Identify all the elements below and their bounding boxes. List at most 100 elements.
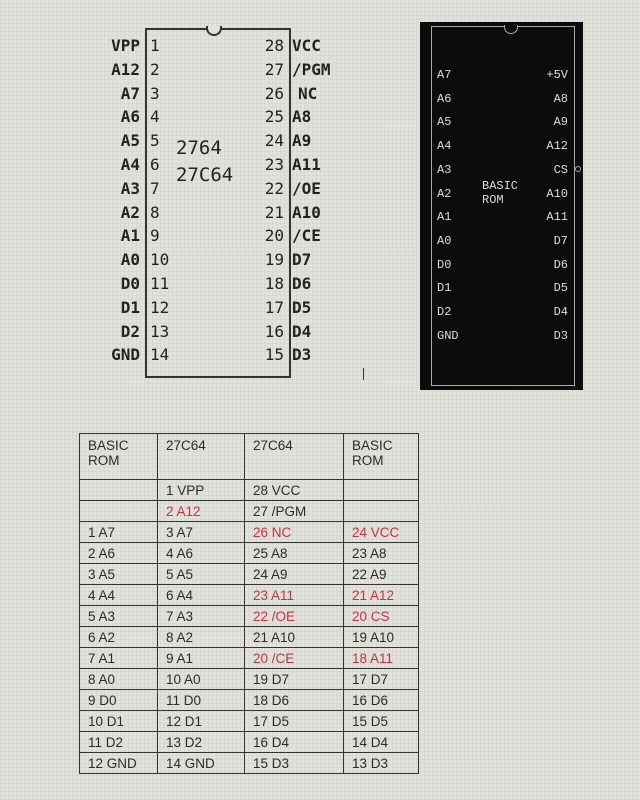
table-cell: 24 A9 — [244, 563, 344, 585]
table-row: 11 D2 13 D2 16 D4 14 D4 — [79, 731, 419, 753]
table-cell: 19 D7 — [244, 668, 344, 690]
pin-number: 20 — [264, 226, 284, 246]
table-cell: 3 A7 — [157, 521, 245, 543]
table-cell: 4 A4 — [79, 584, 158, 606]
pin-label: D7 — [553, 233, 568, 248]
pin-label: /PGM — [292, 59, 331, 79]
chip-notch — [206, 26, 222, 36]
pin-label: A8 — [553, 91, 568, 106]
table-cell: 24 VCC — [343, 521, 419, 543]
table-cell — [79, 479, 158, 501]
table-row: 3 A5 5 A5 24 A9 22 A9 — [79, 563, 419, 585]
pin-label: D5 — [553, 281, 568, 296]
pin-label: A8 — [292, 107, 312, 127]
table-cell: 12 GND — [79, 752, 158, 774]
pin-label: D6 — [553, 257, 568, 272]
table-cell: 28 VCC — [244, 479, 344, 501]
pin-label: A5 — [437, 115, 452, 130]
table-cell: 4 A6 — [157, 542, 245, 564]
table-cell: 10 D1 — [79, 710, 158, 732]
pin-label: GND — [437, 328, 459, 343]
pin-label: NC — [298, 83, 318, 103]
table-cell: 22 A9 — [343, 563, 419, 585]
table-cell: 16 D4 — [244, 731, 344, 753]
table-cell: 27 /PGM — [244, 500, 344, 522]
table-cell: 15 D5 — [343, 710, 419, 732]
pin-label: D2 — [437, 305, 452, 319]
table-cell: 23 A11 — [244, 584, 344, 606]
pin-label: A6 — [437, 91, 452, 106]
table-cell: 2 A6 — [79, 542, 158, 564]
pin-number: 16 — [264, 321, 284, 341]
pin-number: 11 — [150, 274, 170, 293]
text-cursor — [363, 368, 364, 380]
pin-number: 2 — [150, 59, 160, 79]
table-cell: 21 A12 — [343, 584, 419, 606]
table-cell: 16 D6 — [343, 689, 419, 711]
chip-name-line2: ROM — [482, 193, 504, 207]
pin-label: D7 — [292, 250, 312, 270]
table-cell: 12 D1 — [157, 710, 245, 732]
table-cell: 14 D4 — [343, 731, 419, 753]
pin-label: D0 — [437, 257, 452, 272]
chip-notch — [504, 25, 518, 34]
table-cell: 1 A7 — [79, 521, 158, 543]
table-cell: 20 CS — [343, 605, 419, 627]
table-cell: 10 A0 — [157, 668, 245, 690]
pin-label: A4 — [120, 155, 140, 174]
pin-label: D6 — [292, 274, 312, 293]
table-cell: 9 D0 — [79, 689, 158, 711]
pin-label: CS — [553, 162, 568, 177]
pin-number: 18 — [264, 274, 284, 293]
table-row: 7 A1 9 A1 20 /CE 18 A11 — [79, 647, 419, 669]
table-cell: 9 A1 — [157, 647, 245, 669]
table-cell: 13 D3 — [343, 752, 419, 774]
pin-number: 17 — [264, 297, 284, 317]
chip-name: BASIC ROM — [482, 179, 518, 207]
pin-number: 7 — [150, 178, 160, 198]
table-row: 2 A6 4 A6 25 A8 23 A8 — [79, 542, 419, 564]
chip-name-line1: BASIC — [482, 179, 519, 193]
pin-label: /CE — [292, 226, 321, 246]
table-row: 6 A2 8 A2 21 A10 19 A10 — [79, 626, 419, 648]
pin-label: VPP — [111, 36, 140, 55]
table-cell: 11 D2 — [79, 731, 158, 753]
pin-label: D1 — [437, 281, 452, 296]
pin-label: A7 — [120, 83, 140, 103]
pin-number: 6 — [150, 155, 160, 174]
pin-label: A1 — [437, 210, 452, 225]
header-line2: ROM — [352, 453, 384, 468]
pin-label: A1 — [120, 226, 140, 246]
table-row: 12 GND 14 GND 15 D3 13 D3 — [79, 752, 419, 774]
pin-label: A11 — [546, 210, 568, 225]
pin-label: A3 — [120, 178, 140, 198]
table-row: 1 A7 3 A7 26 NC 24 VCC — [79, 521, 419, 543]
table-cell: 8 A2 — [157, 626, 245, 648]
chip-name-2764: 2764 — [176, 137, 222, 159]
table-header-cell: BASIC ROM — [343, 433, 419, 480]
table-cell: 7 A3 — [157, 605, 245, 627]
table-row: 1 VPP 28 VCC — [79, 479, 419, 501]
header-line2: ROM — [88, 453, 120, 468]
table-row: 9 D0 11 D0 18 D6 16 D6 — [79, 689, 419, 711]
pin-label: A6 — [120, 107, 140, 127]
table-cell: 18 A11 — [343, 647, 419, 669]
table-cell: 25 A8 — [244, 542, 344, 564]
pin-number: 14 — [150, 345, 170, 365]
table-header-cell: 27C64 — [244, 433, 344, 480]
pin-label: A12 — [111, 59, 140, 79]
table-row: 2 A12 27 /PGM — [79, 500, 419, 522]
pin-label: A9 — [553, 115, 568, 130]
table-cell: 23 A8 — [343, 542, 419, 564]
pin-number: 5 — [150, 131, 160, 151]
pin-number: 10 — [150, 250, 170, 270]
table-cell: 15 D3 — [244, 752, 344, 774]
table-cell: 1 VPP — [157, 479, 245, 501]
chip-name-27c64: 27C64 — [176, 164, 234, 186]
table-row: 4 A4 6 A4 23 A11 21 A12 — [79, 584, 419, 606]
table-cell: 20 /CE — [244, 647, 344, 669]
table-cell: 11 D0 — [157, 689, 245, 711]
pin-label: D4 — [553, 305, 568, 319]
pin-label: A11 — [292, 155, 321, 174]
pin-number: 8 — [150, 202, 160, 222]
